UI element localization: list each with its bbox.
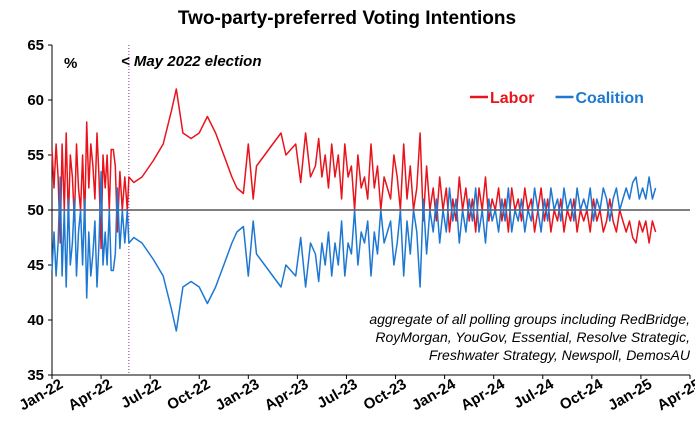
legend-label-labor: Labor bbox=[490, 90, 534, 107]
legend: Labor Coalition bbox=[470, 90, 644, 107]
y-tick-label: 60 bbox=[27, 92, 44, 109]
note-line: aggregate of all polling groups includin… bbox=[369, 311, 690, 327]
y-tick-label: 35 bbox=[27, 367, 44, 384]
y-tick-label: 40 bbox=[27, 312, 44, 329]
y-tick-label: 50 bbox=[27, 202, 44, 219]
y-unit-label: % bbox=[64, 55, 77, 72]
series-layer bbox=[51, 88, 657, 332]
note-line: RoyMorgan, YouGov, Essential, Resolve St… bbox=[375, 329, 690, 345]
source-note: aggregate of all polling groups includin… bbox=[369, 311, 691, 363]
note-line: Freshwater Strategy, Newspoll, DemosAU bbox=[429, 347, 691, 363]
y-tick-label: 55 bbox=[27, 147, 44, 164]
series-line-coalition bbox=[51, 170, 657, 332]
y-tick-label: 45 bbox=[27, 257, 44, 274]
chart-title: Two-party-preferred Voting Intentions bbox=[178, 8, 516, 29]
y-tick-label: 65 bbox=[27, 37, 44, 54]
legend-label-coalition: Coalition bbox=[576, 90, 644, 107]
series-line-labor bbox=[51, 88, 657, 250]
election-annotation: < May 2022 election bbox=[121, 53, 262, 70]
